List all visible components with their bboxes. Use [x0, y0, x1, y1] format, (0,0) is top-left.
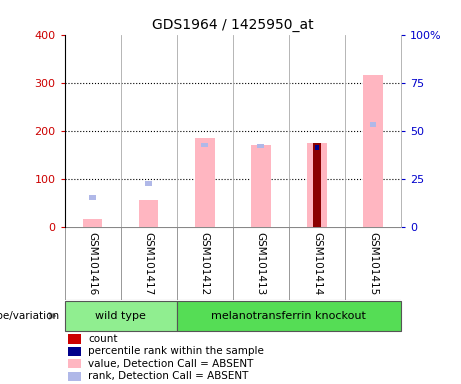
Text: count: count: [88, 334, 118, 344]
Bar: [83, 219, 102, 227]
Bar: [315, 145, 319, 150]
Bar: [201, 142, 208, 147]
Text: rank, Detection Call = ABSENT: rank, Detection Call = ABSENT: [88, 371, 248, 381]
Bar: [89, 195, 96, 200]
Bar: [370, 122, 376, 127]
Text: GSM101413: GSM101413: [256, 232, 266, 295]
Bar: [313, 144, 320, 148]
Bar: [363, 75, 383, 227]
Bar: [68, 359, 82, 369]
Text: wild type: wild type: [95, 311, 146, 321]
Bar: [68, 334, 82, 344]
Text: genotype/variation: genotype/variation: [0, 311, 60, 321]
Bar: [313, 142, 321, 227]
Bar: [139, 200, 159, 227]
Text: GSM101415: GSM101415: [368, 232, 378, 295]
Text: percentile rank within the sample: percentile rank within the sample: [88, 346, 264, 356]
Text: melanotransferrin knockout: melanotransferrin knockout: [212, 311, 366, 321]
Bar: [177, 301, 401, 331]
Title: GDS1964 / 1425950_at: GDS1964 / 1425950_at: [152, 18, 313, 32]
Text: value, Detection Call = ABSENT: value, Detection Call = ABSENT: [88, 359, 254, 369]
Text: GSM101417: GSM101417: [144, 232, 154, 295]
Bar: [68, 372, 82, 381]
Bar: [65, 301, 177, 331]
Bar: [258, 144, 264, 148]
Text: GSM101412: GSM101412: [200, 232, 210, 295]
Bar: [145, 181, 152, 186]
Text: GSM101414: GSM101414: [312, 232, 322, 295]
Text: GSM101416: GSM101416: [88, 232, 98, 295]
Bar: [195, 138, 214, 227]
Bar: [68, 347, 82, 356]
Bar: [251, 145, 271, 227]
Bar: [307, 142, 327, 227]
